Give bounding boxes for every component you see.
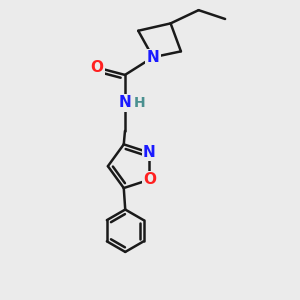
Text: H: H — [134, 96, 146, 110]
Text: N: N — [147, 50, 159, 65]
Text: N: N — [143, 145, 156, 160]
Text: O: O — [143, 172, 156, 187]
Text: O: O — [91, 60, 103, 75]
Text: N: N — [118, 95, 131, 110]
